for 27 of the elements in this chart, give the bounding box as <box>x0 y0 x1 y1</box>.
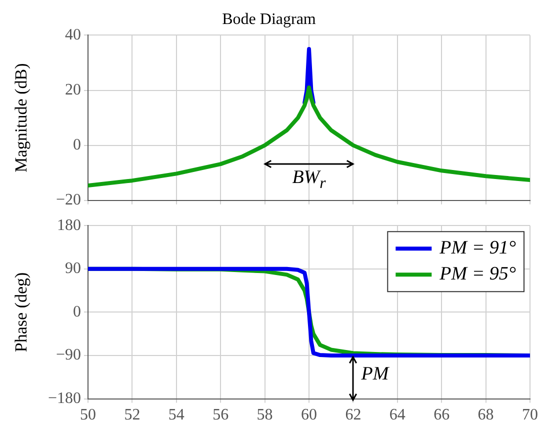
annotation: PM <box>361 364 389 384</box>
y-tick-label: 180 <box>57 216 81 234</box>
y-tick-label: 0 <box>73 303 81 320</box>
x-tick-label: 58 <box>256 406 273 424</box>
legend-label: PM = 95° <box>438 264 516 285</box>
y-tick-label: 20 <box>65 81 81 98</box>
y-tick-label: −20 <box>56 192 81 209</box>
x-tick-label: 50 <box>80 406 96 424</box>
x-tick-label: 54 <box>168 406 184 424</box>
y-axis-title: Phase (deg) <box>12 272 31 352</box>
y-tick-label: −180 <box>48 390 81 408</box>
y-tick-label: 40 <box>65 26 81 44</box>
x-tick-label: 62 <box>345 406 362 424</box>
y-tick-label: 0 <box>73 136 81 154</box>
legend-label: PM = 91° <box>438 238 516 259</box>
y-tick-label: −90 <box>56 346 81 364</box>
chart-title: Bode Diagram <box>222 10 316 28</box>
x-tick-label: 56 <box>212 406 229 424</box>
x-tick-label: 66 <box>434 406 450 424</box>
x-tick-label: 68 <box>478 406 494 424</box>
x-tick-label: 60 <box>301 406 317 424</box>
y-axis-title: Magnitude (dB) <box>12 63 31 172</box>
x-tick-label: 64 <box>389 406 406 424</box>
x-tick-label: 52 <box>124 406 140 424</box>
y-tick-label: 90 <box>65 260 81 278</box>
x-tick-label: 70 <box>522 406 538 424</box>
annotation: BW$_{r}$ <box>292 167 326 192</box>
